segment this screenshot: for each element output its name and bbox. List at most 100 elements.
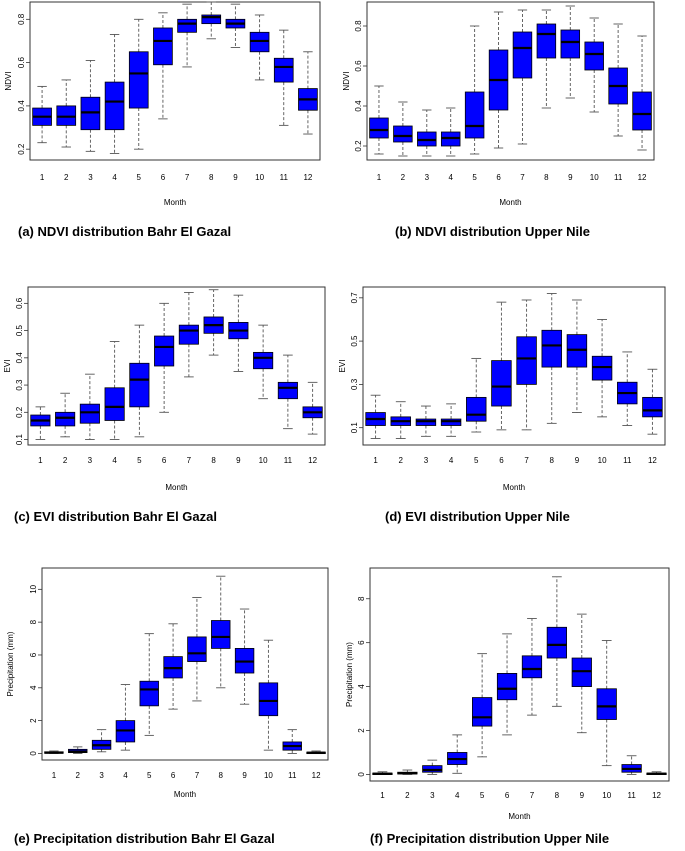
iqr-box [153,27,173,66]
x-axis-label: Month [508,812,530,821]
iqr-box [536,23,557,59]
month-box-1: 1 [44,750,64,780]
iqr-box [560,29,581,59]
iqr-box [273,57,294,83]
month-box-3: 3 [417,109,437,182]
x-tick-label: 9 [568,173,573,182]
iqr-box [253,351,274,370]
x-tick-label: 6 [499,456,504,465]
x-tick-label: 11 [284,456,293,465]
month-box-8: 8 [536,9,557,182]
x-axis-label: Month [174,790,196,799]
y-tick-label: 10 [29,584,38,593]
x-tick-label: 9 [233,173,238,182]
month-box-8: 8 [546,576,567,800]
iqr-box [139,680,159,707]
month-box-5: 5 [472,653,493,800]
month-box-7: 7 [521,618,543,800]
x-tick-label: 2 [63,456,68,465]
iqr-box [154,335,175,367]
x-axis-label: Month [165,483,187,492]
month-box-8: 8 [541,293,562,465]
month-box-8: 8 [201,1,222,182]
x-tick-label: 1 [40,173,45,182]
iqr-box [466,396,487,422]
iqr-box [369,117,389,139]
y-tick-label: 0.4 [17,100,26,112]
month-box-9: 9 [560,5,581,182]
y-axis-label: EVI [3,360,12,373]
month-box-10: 10 [249,14,270,182]
month-box-5: 5 [129,324,150,465]
iqr-box [187,636,207,662]
month-box-4: 4 [440,107,461,182]
x-tick-label: 6 [505,791,510,800]
month-box-8: 8 [211,575,231,780]
y-tick-label: 4 [357,684,366,689]
iqr-box [178,324,199,345]
x-tick-label: 10 [590,173,599,182]
month-box-6: 6 [153,12,173,182]
x-tick-label: 2 [399,456,404,465]
caption-e: (e) Precipitation distribution Bahr El G… [14,831,275,846]
x-tick-label: 12 [638,173,647,182]
iqr-box [128,51,149,109]
month-box-1: 1 [372,771,393,800]
iqr-box [201,14,222,25]
month-box-11: 11 [277,354,298,465]
month-box-4: 4 [115,684,136,780]
x-tick-label: 9 [242,771,247,780]
x-tick-label: 3 [430,791,435,800]
month-box-3: 3 [415,405,437,465]
x-tick-label: 1 [38,456,43,465]
x-tick-label: 1 [380,791,385,800]
iqr-box [491,360,512,407]
month-box-2: 2 [56,79,77,182]
month-box-4: 4 [447,734,468,800]
x-tick-label: 1 [377,173,382,182]
x-tick-label: 4 [455,791,460,800]
month-box-11: 11 [282,729,302,780]
y-tick-label: 0.4 [15,352,24,364]
month-box-6: 6 [488,11,509,182]
x-tick-label: 8 [211,456,216,465]
month-box-7: 7 [516,299,537,465]
month-box-10: 10 [591,319,613,465]
month-box-12: 12 [302,381,323,465]
caption-c: (c) EVI distribution Bahr El Gazal [14,509,217,524]
x-tick-label: 11 [623,456,632,465]
iqr-box [584,41,604,71]
month-box-12: 12 [642,368,663,465]
x-tick-label: 12 [312,771,321,780]
plot-frame [29,1,321,161]
plot-frame [366,1,655,161]
iqr-box [79,403,100,424]
y-tick-label: 2 [357,728,366,733]
x-tick-label: 10 [259,456,268,465]
y-tick-label: 8 [29,619,38,624]
month-box-5: 5 [464,25,485,182]
x-tick-label: 7 [195,771,200,780]
month-box-7: 7 [512,9,533,182]
x-tick-label: 2 [405,791,410,800]
x-tick-label: 2 [76,771,81,780]
y-tick-label: 0.2 [15,406,24,418]
y-tick-label: 0 [357,772,366,777]
month-box-4: 4 [104,341,125,465]
month-box-2: 2 [68,746,88,780]
x-tick-label: 3 [88,173,93,182]
y-tick-label: 0.8 [17,13,26,25]
y-tick-label: 0.1 [350,422,359,434]
iqr-box [596,688,617,720]
iqr-box [258,682,279,717]
x-tick-label: 11 [614,173,623,182]
iqr-box [516,336,537,385]
x-tick-label: 8 [550,456,555,465]
month-box-11: 11 [617,351,638,465]
y-axis-label: EVI [338,360,347,373]
plot-frame [369,567,670,782]
